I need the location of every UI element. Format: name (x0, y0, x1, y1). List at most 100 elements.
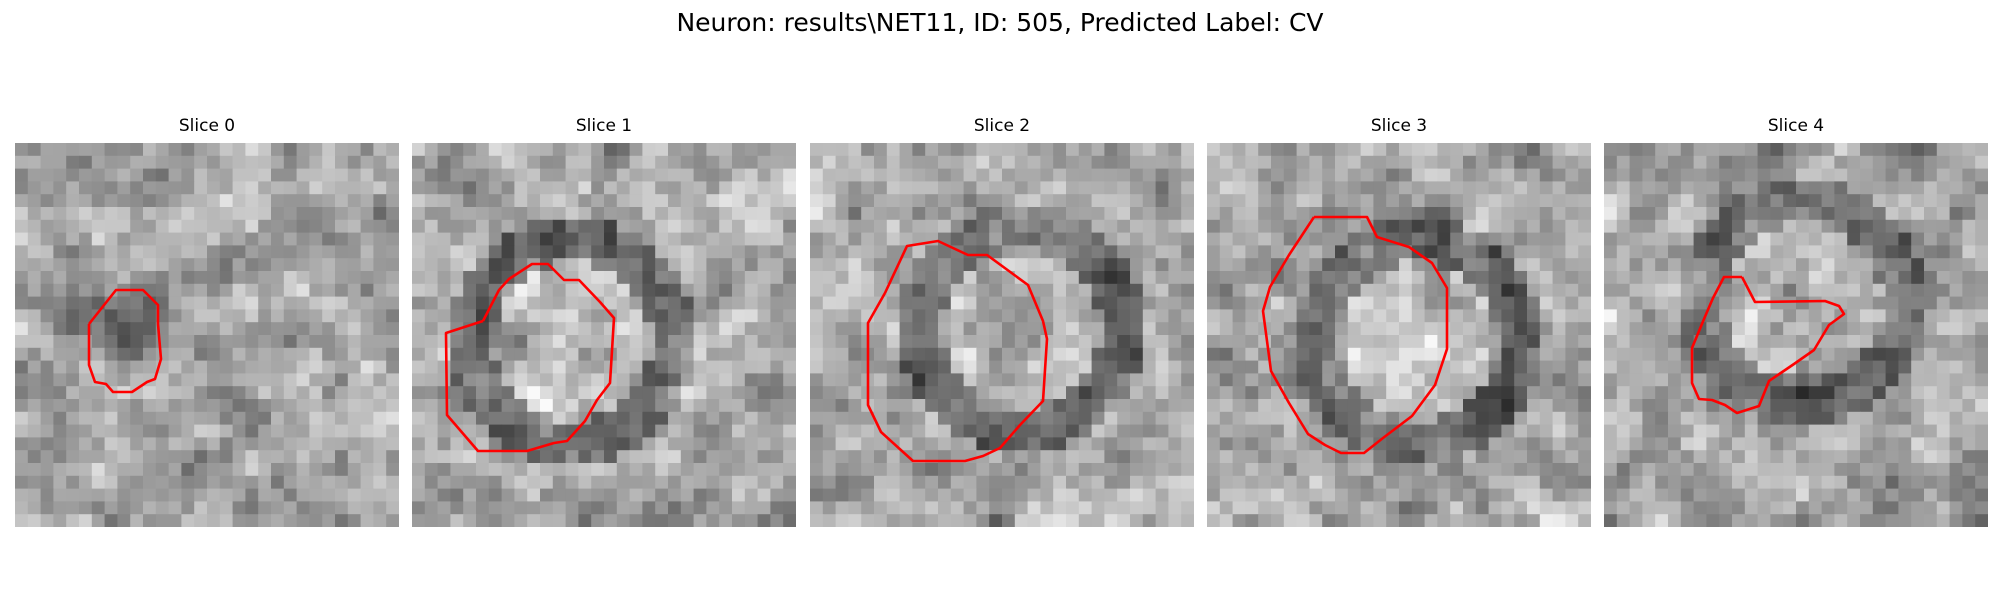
pixel (912, 258, 925, 271)
pixel (322, 514, 335, 527)
pixel (1873, 463, 1886, 476)
pixel (53, 322, 66, 335)
pixel (642, 399, 655, 412)
pixel (130, 463, 143, 476)
pixel (604, 489, 617, 502)
pixel (1015, 194, 1028, 207)
pixel (642, 412, 655, 425)
pixel (719, 297, 732, 310)
pixel (810, 501, 823, 514)
pixel (1783, 412, 1796, 425)
pixel (1514, 181, 1527, 194)
pixel (1834, 348, 1847, 361)
pixel (1950, 143, 1963, 156)
pixel (1028, 437, 1041, 450)
pixel (1758, 169, 1771, 182)
pixel (1156, 220, 1169, 233)
pixel (1886, 437, 1899, 450)
pixel (361, 194, 374, 207)
pixel (169, 476, 182, 489)
pixel (1348, 386, 1361, 399)
pixel (1258, 220, 1271, 233)
pixel (1245, 399, 1258, 412)
pixel (770, 489, 783, 502)
pixel (1271, 463, 1284, 476)
pixel (41, 514, 54, 527)
pixel (1309, 514, 1322, 527)
pixel (912, 501, 925, 514)
pixel (220, 194, 233, 207)
pixel (1719, 169, 1732, 182)
pixel (463, 373, 476, 386)
pixel (1745, 169, 1758, 182)
pixel (1758, 501, 1771, 514)
pixel (566, 284, 579, 297)
pixel (1245, 143, 1258, 156)
pixel (1220, 322, 1233, 335)
pixel (348, 143, 361, 156)
pixel (527, 322, 540, 335)
pixel (578, 361, 591, 374)
pixel (1168, 425, 1181, 438)
pixel (1681, 284, 1694, 297)
pixel (1271, 207, 1284, 220)
pixel (1962, 489, 1975, 502)
pixel (1719, 361, 1732, 374)
pixel (938, 412, 951, 425)
pixel (220, 450, 233, 463)
pixel (1706, 463, 1719, 476)
pixel (53, 245, 66, 258)
pixel (1745, 348, 1758, 361)
pixel (28, 425, 41, 438)
pixel (900, 181, 913, 194)
pixel (1373, 450, 1386, 463)
pixel (1066, 412, 1079, 425)
pixel (1501, 143, 1514, 156)
pixel (1578, 412, 1591, 425)
pixel (169, 361, 182, 374)
pixel (489, 233, 502, 246)
pixel (976, 399, 989, 412)
pixel (1578, 322, 1591, 335)
pixel (1873, 361, 1886, 374)
pixel (1732, 373, 1745, 386)
pixel (810, 361, 823, 374)
pixel (1809, 245, 1822, 258)
pixel (1642, 258, 1655, 271)
pixel (1092, 514, 1105, 527)
pixel (220, 501, 233, 514)
pixel (989, 271, 1002, 284)
pixel (810, 258, 823, 271)
pixel (1668, 489, 1681, 502)
pixel (1962, 399, 1975, 412)
pixel (1783, 271, 1796, 284)
pixel (668, 297, 681, 310)
pixel (553, 450, 566, 463)
pixel (1181, 271, 1194, 284)
pixel (989, 501, 1002, 514)
pixel (1348, 271, 1361, 284)
pixel (617, 412, 630, 425)
pixel (1668, 437, 1681, 450)
pixel (745, 514, 758, 527)
pixel (1783, 181, 1796, 194)
pixel (1233, 245, 1246, 258)
pixel (450, 271, 463, 284)
pixel (271, 348, 284, 361)
pixel (848, 386, 861, 399)
pixel (514, 373, 527, 386)
pixel (938, 361, 951, 374)
pixel (1425, 169, 1438, 182)
pixel (1130, 348, 1143, 361)
pixel (207, 169, 220, 182)
pixel (1770, 412, 1783, 425)
pixel (284, 322, 297, 335)
pixel (1642, 399, 1655, 412)
pixel (245, 399, 258, 412)
pixel (1258, 437, 1271, 450)
pixel (476, 476, 489, 489)
pixel (668, 181, 681, 194)
pixel (540, 476, 553, 489)
pixel (1143, 386, 1156, 399)
pixel (15, 348, 28, 361)
